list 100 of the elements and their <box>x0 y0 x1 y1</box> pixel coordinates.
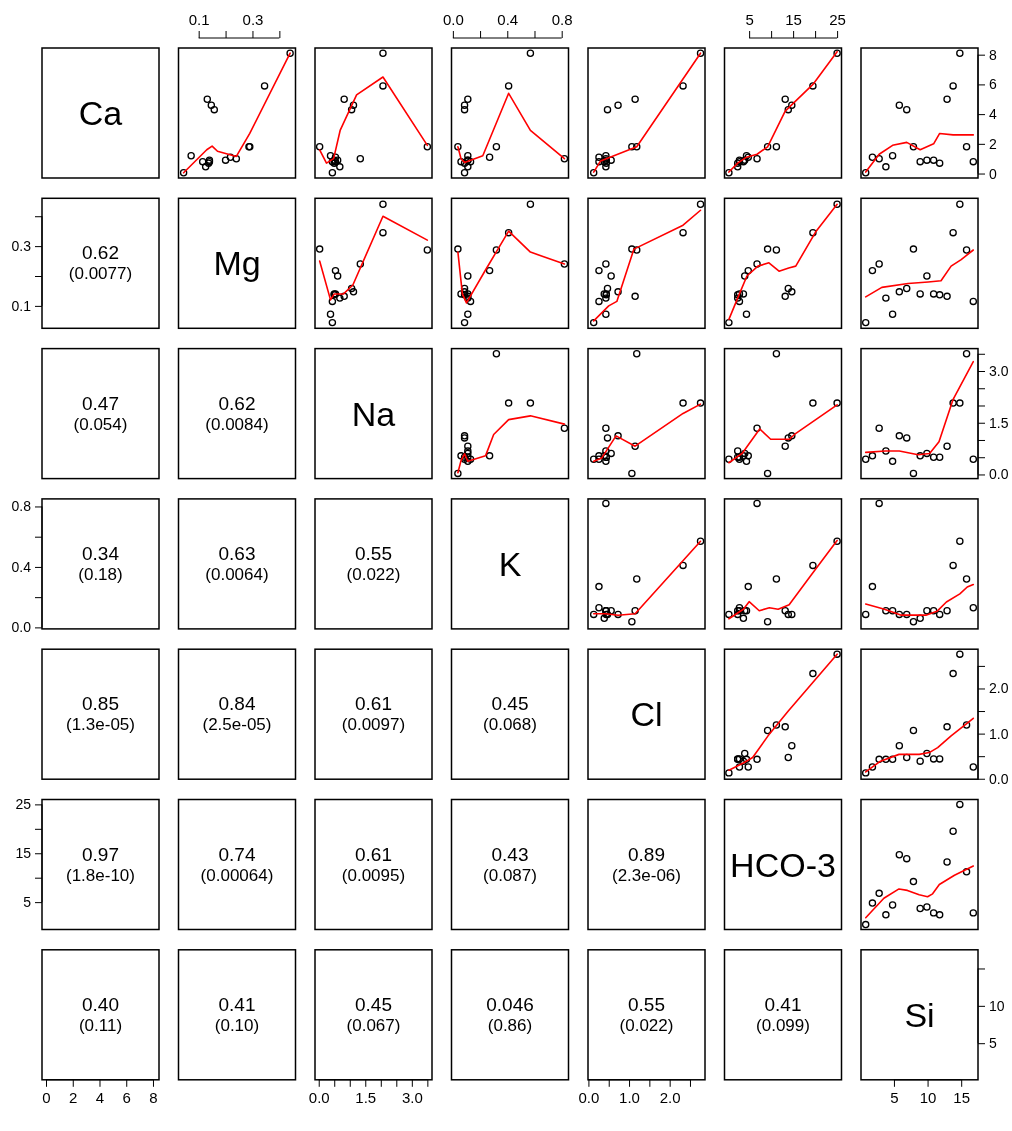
text: K <box>498 544 522 583</box>
point <box>772 143 781 151</box>
point <box>349 101 358 109</box>
point <box>589 610 598 619</box>
point <box>485 452 494 460</box>
point <box>735 763 744 771</box>
point <box>833 200 841 209</box>
x-tick-label: 2 <box>69 1089 78 1107</box>
x-tick-label: 15 <box>785 11 802 28</box>
point <box>784 434 793 442</box>
point <box>464 163 472 171</box>
y-tick-label: 8 <box>989 46 997 63</box>
text: 0.41 <box>218 993 256 1015</box>
point <box>809 399 817 407</box>
x-tick-label: 25 <box>829 11 846 28</box>
point <box>781 292 789 301</box>
point <box>379 200 387 209</box>
point <box>560 424 569 432</box>
point <box>466 157 475 166</box>
x-tick-label: 2.0 <box>659 1089 681 1107</box>
point <box>781 442 789 450</box>
point <box>454 245 462 253</box>
point <box>888 457 897 466</box>
point <box>187 151 195 160</box>
x-tick-label: 0.4 <box>497 11 519 28</box>
point <box>696 399 705 407</box>
annotation: (0.18) <box>78 564 123 584</box>
point <box>725 610 733 619</box>
text: (0.022) <box>346 564 401 584</box>
point <box>315 245 324 253</box>
x-tick-label: 0.1 <box>188 11 210 28</box>
text: 0.84 <box>218 693 256 715</box>
point <box>781 607 789 615</box>
point <box>607 156 615 164</box>
y-tick-label: 0.0 <box>989 466 1009 483</box>
point <box>895 101 904 109</box>
point <box>740 449 749 458</box>
point <box>868 899 877 907</box>
point <box>198 157 207 166</box>
point <box>923 749 931 758</box>
point <box>607 272 615 280</box>
point <box>603 434 612 442</box>
point <box>916 904 924 913</box>
text: 0.61 <box>355 693 392 715</box>
point <box>861 769 870 777</box>
point <box>784 105 793 114</box>
point <box>504 228 513 237</box>
point <box>929 909 938 917</box>
point <box>943 607 951 615</box>
point <box>949 669 957 678</box>
y-tick-label: 0.3 <box>11 238 32 255</box>
point <box>909 245 918 253</box>
point <box>916 157 924 166</box>
point <box>602 151 610 160</box>
point <box>929 607 938 615</box>
text: 0.43 <box>491 843 529 865</box>
annotation: (0.022) <box>619 1015 674 1035</box>
point <box>379 82 387 90</box>
point <box>882 911 890 919</box>
point <box>492 246 501 254</box>
point <box>781 95 789 103</box>
text: (0.00064) <box>200 865 274 885</box>
point <box>763 143 772 151</box>
point <box>809 669 817 678</box>
point <box>485 266 494 275</box>
point <box>457 452 465 460</box>
text: (0.86) <box>487 1015 533 1035</box>
point <box>949 399 957 407</box>
point <box>614 288 622 296</box>
point <box>633 246 641 254</box>
point <box>356 154 365 163</box>
y-tick-label: 0.8 <box>11 498 32 515</box>
point <box>739 290 748 298</box>
point <box>861 610 870 619</box>
point <box>460 101 469 109</box>
annotation: 0.97 <box>82 843 119 865</box>
point <box>895 432 904 440</box>
point <box>203 95 212 103</box>
point <box>861 169 870 177</box>
annotation: 0.55 <box>628 993 665 1015</box>
point <box>923 607 931 615</box>
text: 0.89 <box>628 843 665 865</box>
point <box>725 455 733 464</box>
text: (0.0084) <box>205 414 269 434</box>
text: 0.55 <box>355 542 392 564</box>
point <box>962 721 971 729</box>
point <box>733 294 742 302</box>
point <box>349 288 358 296</box>
annotation: (0.11) <box>78 1015 123 1035</box>
point <box>909 726 918 735</box>
point <box>589 455 598 464</box>
point <box>460 318 469 327</box>
line-series <box>864 360 975 456</box>
point <box>614 610 622 619</box>
text: 0.046 <box>486 993 534 1015</box>
point <box>902 434 911 442</box>
point <box>526 49 535 57</box>
point <box>631 607 639 615</box>
point <box>935 159 944 167</box>
point <box>595 153 603 161</box>
